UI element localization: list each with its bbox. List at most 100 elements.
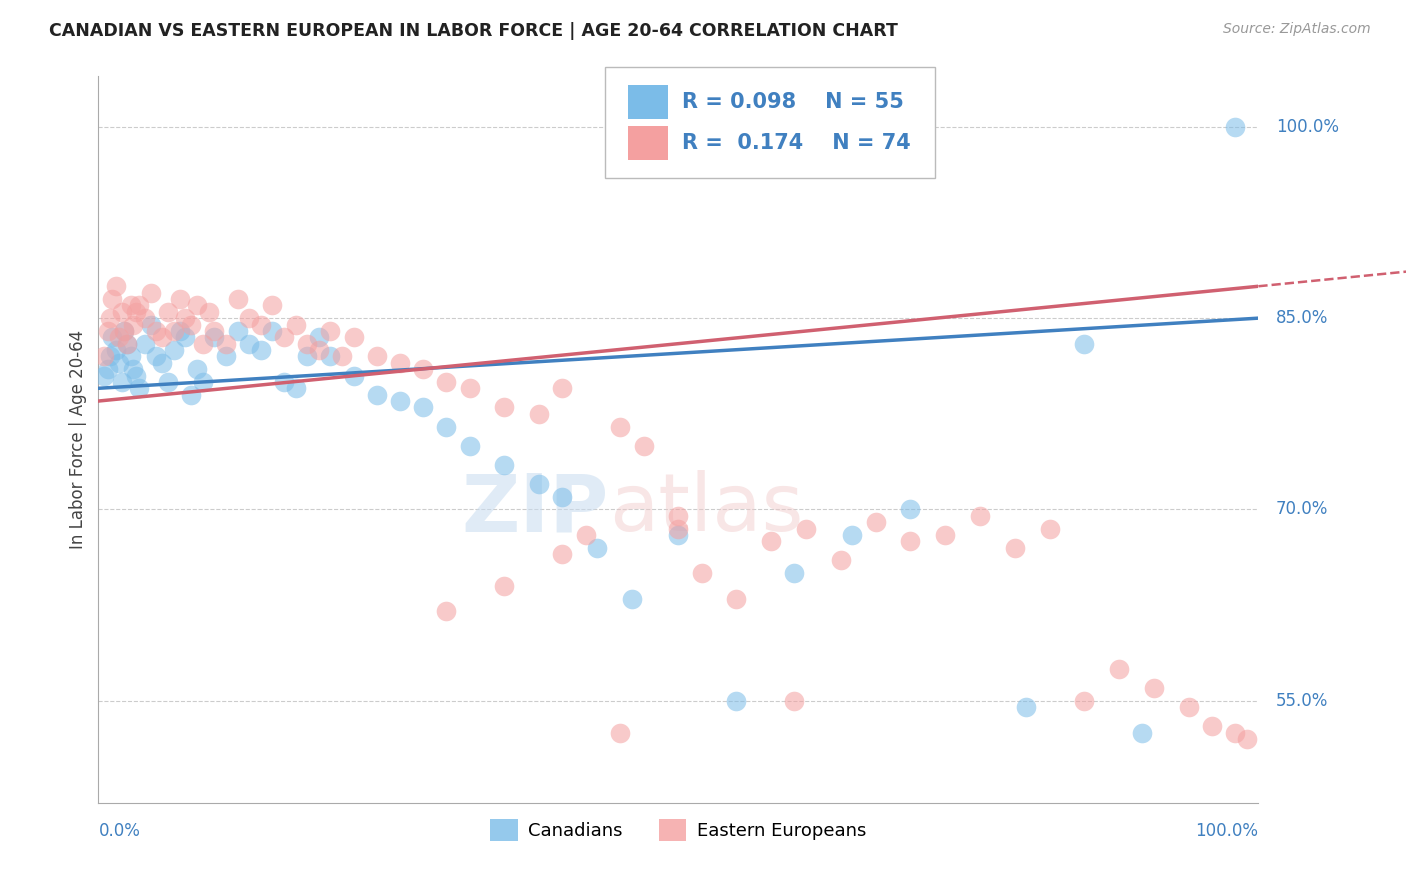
Point (666, 528, 689, 542)
Point (98, 350, 121, 364)
Point (621, 591, 644, 606)
Point (226, 292, 249, 306)
Point (163, 343, 186, 357)
Point (169, 324, 191, 338)
Point (1073, 694, 1095, 708)
Point (93, 350, 115, 364)
Point (111, 305, 132, 319)
Point (529, 477, 551, 491)
Point (284, 318, 307, 332)
Point (157, 375, 180, 389)
Point (204, 324, 226, 338)
Point (1132, 725, 1154, 739)
Point (150, 356, 173, 370)
Point (204, 330, 226, 344)
Point (139, 285, 162, 300)
Point (197, 305, 219, 319)
Point (1073, 336, 1095, 351)
Point (529, 407, 551, 421)
Point (412, 362, 434, 376)
Point (494, 401, 516, 415)
Point (238, 336, 260, 351)
Point (1223, 120, 1247, 134)
Point (494, 458, 516, 472)
Point (900, 534, 922, 549)
Point (1201, 719, 1223, 733)
Point (1236, 732, 1258, 747)
Point (104, 279, 127, 293)
Point (436, 419, 458, 434)
Point (98, 311, 121, 326)
Point (1223, 725, 1247, 739)
Point (343, 368, 366, 383)
Point (186, 362, 208, 376)
Point (436, 375, 458, 389)
Point (666, 508, 689, 523)
Point (551, 490, 574, 504)
Point (794, 522, 817, 536)
Point (134, 336, 156, 351)
Point (97, 324, 120, 338)
Point (191, 375, 214, 389)
Point (458, 439, 481, 453)
Point (609, 419, 631, 434)
Point (841, 528, 863, 542)
Point (783, 566, 806, 581)
Point (690, 566, 713, 581)
Point (830, 553, 852, 567)
Text: atlas: atlas (609, 470, 803, 549)
Point (93, 368, 115, 383)
Point (284, 381, 307, 395)
Point (150, 330, 173, 344)
Point (934, 528, 956, 542)
Point (174, 311, 197, 326)
Point (366, 350, 388, 364)
Point (900, 502, 922, 516)
Point (122, 318, 145, 332)
Point (412, 401, 434, 415)
Point (297, 350, 319, 364)
Text: 70.0%: 70.0% (1275, 500, 1329, 518)
Point (215, 350, 238, 364)
Point (319, 350, 342, 364)
Point (262, 324, 284, 338)
Point (238, 311, 260, 326)
Point (1015, 700, 1038, 714)
Point (1143, 681, 1166, 695)
Point (1178, 700, 1201, 714)
Point (117, 336, 139, 351)
Point (117, 336, 139, 351)
Point (124, 305, 146, 319)
Point (124, 368, 146, 383)
Text: ZIP: ZIP (461, 470, 609, 549)
Point (145, 350, 167, 364)
Y-axis label: In Labor Force | Age 20-64: In Labor Force | Age 20-64 (69, 330, 87, 549)
Point (112, 324, 135, 338)
Point (157, 305, 180, 319)
Point (273, 375, 295, 389)
Point (273, 330, 295, 344)
Point (969, 508, 991, 523)
Point (761, 534, 783, 549)
Point (250, 343, 273, 357)
Point (97, 362, 120, 376)
Point (725, 694, 748, 708)
Text: R = 0.098    N = 55: R = 0.098 N = 55 (682, 92, 904, 112)
Legend: Canadians, Eastern Europeans: Canadians, Eastern Europeans (484, 812, 873, 848)
Point (108, 330, 131, 344)
Point (725, 591, 748, 606)
Point (388, 356, 412, 370)
Point (865, 515, 887, 529)
Text: Source: ZipAtlas.com: Source: ZipAtlas.com (1223, 22, 1371, 37)
Point (343, 330, 366, 344)
Point (586, 541, 609, 555)
Point (180, 318, 202, 332)
Point (108, 356, 131, 370)
Point (575, 528, 598, 542)
Point (494, 579, 516, 593)
Point (666, 522, 689, 536)
Point (120, 298, 142, 312)
Point (180, 387, 202, 401)
Point (458, 381, 481, 395)
Point (120, 350, 142, 364)
